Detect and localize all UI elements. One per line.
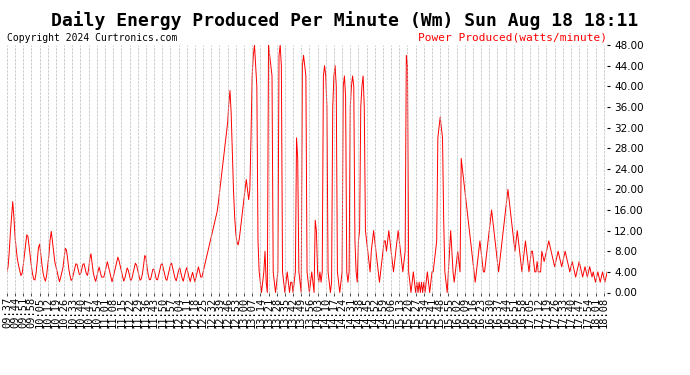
- Text: Power Produced(watts/minute): Power Produced(watts/minute): [418, 33, 607, 42]
- Text: Daily Energy Produced Per Minute (Wm) Sun Aug 18 18:11: Daily Energy Produced Per Minute (Wm) Su…: [51, 11, 639, 30]
- Text: Copyright 2024 Curtronics.com: Copyright 2024 Curtronics.com: [7, 33, 177, 42]
